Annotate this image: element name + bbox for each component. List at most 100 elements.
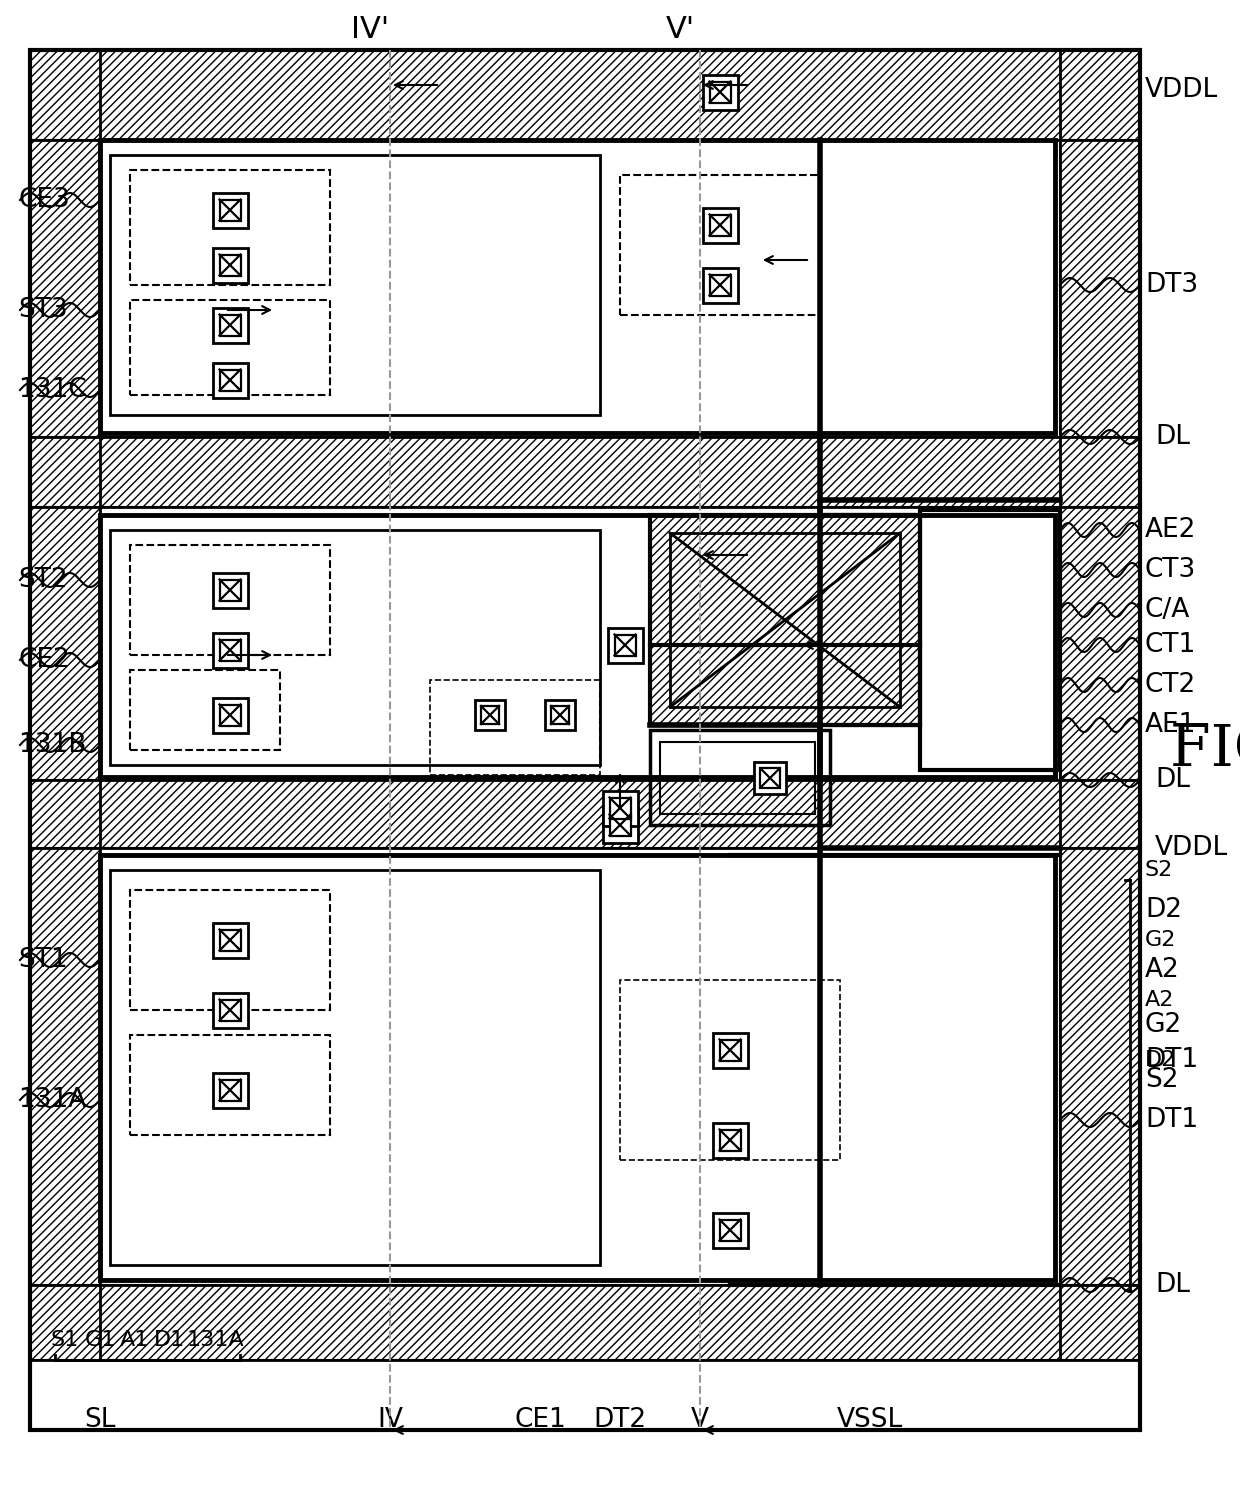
Text: CT2: CT2 — [1145, 672, 1197, 698]
Text: G2: G2 — [1145, 929, 1177, 951]
Text: VDDL: VDDL — [1145, 77, 1218, 102]
Text: S1: S1 — [51, 1330, 79, 1351]
Text: D2: D2 — [1145, 896, 1182, 923]
Bar — [610, 815, 630, 836]
Bar — [30, 781, 1140, 848]
Bar — [212, 633, 248, 668]
Text: IV: IV — [377, 1408, 403, 1433]
Bar — [713, 1033, 748, 1068]
Text: VDDL: VDDL — [1154, 835, 1229, 860]
Bar — [212, 307, 248, 343]
Text: C/A: C/A — [1145, 597, 1190, 623]
Bar — [551, 705, 569, 723]
Bar — [719, 1220, 740, 1241]
Text: DT1: DT1 — [1145, 1107, 1198, 1133]
Text: AE1: AE1 — [1145, 711, 1197, 738]
Text: 131B: 131B — [19, 732, 87, 758]
Text: 131C: 131C — [19, 378, 87, 403]
Bar — [212, 573, 248, 608]
Text: DT2: DT2 — [594, 1408, 646, 1433]
Bar — [475, 699, 505, 729]
Text: ST1: ST1 — [19, 948, 68, 973]
Bar — [219, 1080, 241, 1101]
Text: G1: G1 — [84, 1330, 115, 1351]
Bar — [670, 532, 900, 707]
Bar — [620, 981, 839, 1160]
Text: V': V' — [666, 15, 694, 45]
Bar — [130, 544, 330, 656]
Bar — [920, 510, 1060, 770]
Bar — [100, 140, 1055, 433]
Bar — [650, 514, 920, 725]
Bar — [30, 1284, 1140, 1360]
Bar — [30, 438, 1140, 507]
Text: AE2: AE2 — [1145, 517, 1197, 543]
Bar — [30, 781, 1140, 848]
Bar — [1060, 50, 1140, 1430]
Bar — [219, 200, 241, 221]
Bar — [1060, 50, 1140, 1430]
Bar — [703, 75, 738, 110]
Text: S2: S2 — [1145, 860, 1173, 880]
Text: D2: D2 — [1145, 1050, 1177, 1069]
Bar — [110, 869, 600, 1265]
Bar — [620, 174, 820, 314]
Bar — [130, 669, 280, 750]
Text: DL: DL — [1154, 424, 1190, 450]
Text: A1: A1 — [120, 1330, 150, 1351]
Bar — [660, 741, 815, 814]
Bar — [219, 370, 241, 391]
Bar — [212, 922, 248, 958]
Bar — [100, 514, 1055, 778]
Text: CT3: CT3 — [1145, 556, 1197, 584]
Bar — [30, 1284, 1140, 1360]
Bar — [608, 627, 642, 662]
Bar — [30, 50, 1140, 140]
Text: CE2: CE2 — [19, 647, 69, 672]
Bar — [100, 854, 1055, 1280]
Bar — [212, 248, 248, 283]
Text: V: V — [691, 1408, 709, 1433]
Bar — [219, 314, 241, 335]
Text: DL: DL — [1154, 1272, 1190, 1298]
Bar — [219, 254, 241, 275]
Bar — [219, 579, 241, 600]
Bar — [610, 797, 630, 818]
Bar — [219, 1000, 241, 1021]
Bar — [30, 438, 1140, 507]
Text: A2: A2 — [1145, 990, 1174, 1011]
Text: 131A: 131A — [19, 1087, 87, 1113]
Text: ST2: ST2 — [19, 567, 68, 593]
Bar — [650, 514, 920, 725]
Bar — [713, 1212, 748, 1247]
Bar — [719, 1130, 740, 1151]
Text: DT1: DT1 — [1145, 1047, 1198, 1072]
Bar — [212, 193, 248, 227]
Bar — [30, 50, 1140, 140]
Bar — [219, 639, 241, 660]
Text: CT1: CT1 — [1145, 632, 1197, 659]
Text: VSSL: VSSL — [837, 1408, 903, 1433]
Bar — [603, 808, 637, 842]
Text: G2: G2 — [1145, 1012, 1182, 1038]
Bar — [219, 704, 241, 725]
Text: CE3: CE3 — [19, 186, 69, 214]
Bar — [615, 635, 635, 656]
Bar — [703, 208, 738, 242]
Bar — [481, 705, 498, 723]
Bar — [30, 50, 100, 1430]
Bar — [603, 791, 637, 826]
Text: SL: SL — [84, 1408, 115, 1433]
Bar — [709, 81, 730, 102]
Bar — [212, 993, 248, 1027]
Text: ST3: ST3 — [19, 296, 68, 323]
Bar — [212, 1072, 248, 1107]
Bar — [212, 698, 248, 732]
Text: CE1: CE1 — [515, 1408, 565, 1433]
Bar — [546, 699, 575, 729]
Text: DL: DL — [1154, 767, 1190, 793]
Text: 131A: 131A — [186, 1330, 244, 1351]
Bar — [709, 275, 730, 295]
Text: S2: S2 — [1145, 1066, 1178, 1093]
Bar — [110, 529, 600, 766]
